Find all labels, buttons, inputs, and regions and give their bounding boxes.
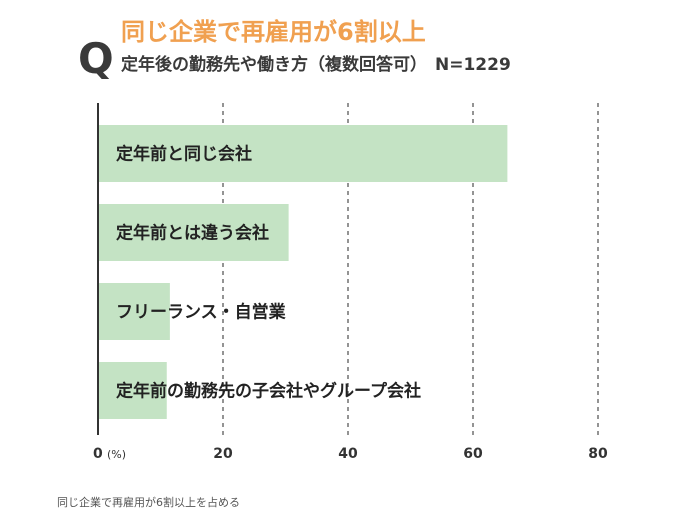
x-axis-ticks: 0 20 40 60 80 (%) — [93, 446, 608, 462]
bar-label-1: 定年前と同じ会社 — [116, 144, 252, 165]
x-tick-0: 0 — [93, 446, 103, 462]
x-tick-80: 80 — [588, 446, 608, 462]
bar-4 — [98, 362, 167, 419]
bar-label-3: フリーランス・自営業 — [116, 302, 286, 323]
question-mark: Q — [78, 34, 114, 83]
x-tick-60: 60 — [463, 446, 483, 462]
bar-label-4: 定年前の勤務先の子会社やグループ会社 — [116, 381, 421, 402]
bar-label-2: 定年前とは違う会社 — [116, 223, 269, 244]
subtitle-text: 定年後の勤務先や働き方（複数回答可） — [121, 55, 427, 75]
bar-1 — [98, 125, 508, 182]
sample-size: N=1229 — [435, 55, 511, 75]
subtitle: 定年後の勤務先や働き方（複数回答可） N=1229 — [121, 50, 511, 75]
figure-caption: 同じ企業で再雇用が6割以上を占める — [57, 496, 240, 509]
x-tick-20: 20 — [213, 446, 233, 462]
x-unit-label: (%) — [107, 448, 126, 461]
bars — [98, 125, 508, 419]
x-tick-40: 40 — [338, 446, 358, 462]
bar-3 — [98, 283, 170, 340]
bar-labels: 定年前と同じ会社定年前とは違う会社フリーランス・自営業定年前の勤務先の子会社やグ… — [116, 144, 421, 402]
bar-2 — [98, 204, 289, 261]
headline: 同じ企業で再雇用が6割以上 — [121, 18, 426, 46]
